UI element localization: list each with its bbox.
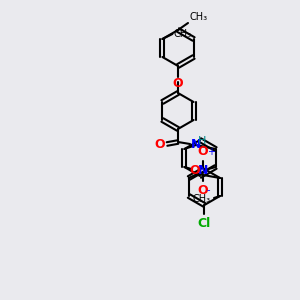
Text: H: H — [198, 136, 206, 146]
Text: +: + — [207, 147, 214, 157]
Text: CH₃: CH₃ — [173, 29, 191, 39]
Text: -: - — [207, 185, 210, 195]
Text: CH₃: CH₃ — [193, 194, 211, 204]
Text: Cl: Cl — [198, 217, 211, 230]
Text: O: O — [189, 164, 200, 178]
Text: CH₃: CH₃ — [189, 12, 207, 22]
Text: O: O — [197, 184, 208, 197]
Text: O: O — [173, 77, 183, 90]
Text: N: N — [197, 164, 208, 178]
Text: N: N — [191, 137, 201, 151]
Text: O: O — [197, 145, 208, 158]
Text: O: O — [154, 137, 165, 151]
